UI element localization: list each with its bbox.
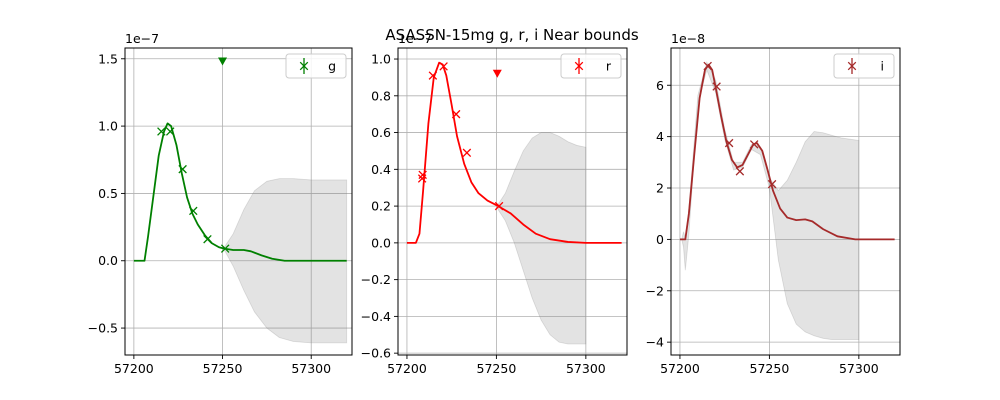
y-tick-label: −0.2 [361, 272, 391, 287]
x-tick-label: 57200 [114, 361, 154, 376]
y-tick-label: 0.2 [371, 199, 391, 214]
y-tick-label: 0.8 [371, 88, 391, 103]
legend-marker [574, 61, 584, 71]
data-point [494, 201, 504, 211]
y-offset-label: 1e−8 [671, 31, 705, 46]
legend-marker [847, 61, 857, 71]
data-point [165, 127, 175, 136]
x-tick-label: 57200 [387, 361, 427, 376]
upper-limit-marker [492, 69, 502, 78]
x-tick-label: 57200 [660, 361, 700, 376]
y-tick-label: 6 [656, 78, 664, 93]
y-tick-label: −0.4 [361, 309, 391, 324]
plot-area [406, 61, 622, 345]
plot-area [133, 122, 348, 344]
legend: i [833, 53, 895, 79]
legend-label: r [606, 59, 612, 74]
x-tick-label: 57300 [566, 361, 606, 376]
data-point [157, 127, 166, 136]
panel-r: 57200 57250 57300 −0.6 −0.4 −0.2 0.0 0.2 0.4 0.6 0… [361, 31, 628, 376]
y-tick-label: −4 [646, 335, 664, 350]
y-tick-label: −2 [646, 283, 664, 298]
figure-title: ASASSN-15mg g, r, i Near bounds [385, 26, 638, 44]
data-point [724, 138, 734, 148]
data-point [767, 179, 777, 189]
x-tick-label: 57300 [839, 361, 879, 376]
y-tick-label: 0.0 [98, 253, 118, 268]
y-tick-label: 1.0 [98, 119, 118, 134]
x-tick-label: 57300 [291, 361, 331, 376]
legend: r [560, 53, 622, 79]
y-tick-label: 4 [656, 129, 664, 144]
uncertainty-band [681, 61, 860, 340]
axes-frame [124, 47, 353, 356]
data-point [220, 244, 230, 253]
data-point [203, 234, 212, 244]
legend: g [285, 53, 347, 79]
y-tick-label: 1.0 [371, 52, 391, 67]
legend-box [560, 53, 622, 79]
axes-frame [670, 47, 901, 356]
panel-g: 57200 57250 57300 −0.5 0.0 0.5 1.0 1.5 1e−7 g [88, 31, 353, 376]
model-line [406, 61, 622, 244]
y-tick-label: −0.6 [361, 346, 391, 361]
legend-marker [299, 61, 309, 71]
model-line [133, 122, 347, 262]
data-point [418, 170, 427, 180]
plot-area [679, 61, 895, 340]
upper-limit-marker [218, 57, 228, 66]
data-point [462, 148, 472, 158]
legend-box [285, 53, 347, 79]
data-point [735, 167, 745, 176]
y-tick-label: 0.5 [98, 186, 118, 201]
legend-label: i [881, 59, 884, 74]
data-point [451, 109, 461, 119]
legend-label: g [328, 59, 336, 74]
x-tick-label: 57250 [203, 361, 243, 376]
data-point [428, 71, 438, 80]
data-point [178, 164, 187, 174]
x-tick-label: 57250 [750, 361, 790, 376]
y-tick-label: 0 [656, 232, 664, 247]
axes-frame [397, 47, 628, 356]
legend-box [833, 53, 895, 79]
y-tick-label: 0.0 [371, 235, 391, 250]
model-line [679, 63, 895, 241]
y-tick-label: −0.5 [88, 321, 118, 336]
panel-i: 57200 57250 57300 −4 −2 0 2 4 6 1e−8 i [646, 31, 901, 376]
y-tick-label: 1.5 [98, 51, 118, 66]
x-tick-label: 57250 [477, 361, 517, 376]
y-offset-label: 1e−7 [398, 31, 432, 46]
data-point [749, 140, 759, 149]
data-point [439, 62, 448, 71]
y-offset-label: 1e−7 [125, 31, 159, 46]
uncertainty-band [497, 132, 587, 345]
y-tick-label: 2 [656, 181, 664, 196]
data-point [189, 206, 198, 216]
data-point [712, 82, 721, 91]
y-tick-label: 0.4 [371, 162, 391, 177]
data-point [703, 61, 712, 71]
y-tick-label: 0.6 [371, 125, 391, 140]
